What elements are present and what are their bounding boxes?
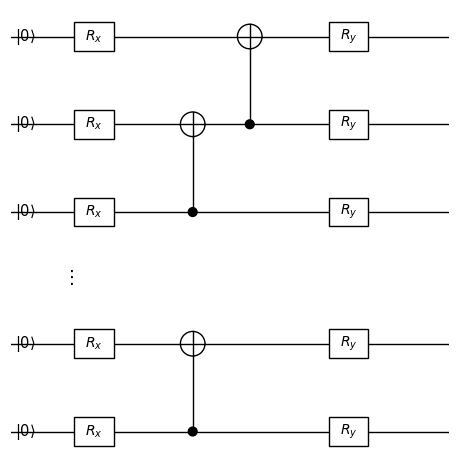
Bar xyxy=(74,417,113,446)
Text: $R_y$: $R_y$ xyxy=(339,203,357,221)
Text: $R_x$: $R_x$ xyxy=(85,423,102,440)
Bar xyxy=(74,329,113,358)
Bar xyxy=(328,329,368,358)
Bar xyxy=(328,417,368,446)
Text: $R_x$: $R_x$ xyxy=(85,204,102,220)
Text: $R_y$: $R_y$ xyxy=(339,422,357,441)
Bar xyxy=(74,22,113,51)
Text: $R_x$: $R_x$ xyxy=(85,336,102,352)
Text: $\vdots$: $\vdots$ xyxy=(62,268,73,287)
Circle shape xyxy=(180,331,205,356)
Text: $R_y$: $R_y$ xyxy=(339,335,357,353)
Circle shape xyxy=(188,427,196,436)
Circle shape xyxy=(245,120,253,129)
Circle shape xyxy=(188,208,196,216)
Text: $|0\rangle$: $|0\rangle$ xyxy=(15,422,35,441)
Bar xyxy=(74,110,113,139)
Text: $|0\rangle$: $|0\rangle$ xyxy=(15,202,35,222)
Circle shape xyxy=(237,24,262,49)
Bar xyxy=(328,110,368,139)
Text: $R_y$: $R_y$ xyxy=(339,115,357,133)
Bar xyxy=(74,198,113,227)
Circle shape xyxy=(180,112,205,137)
Text: $|0\rangle$: $|0\rangle$ xyxy=(15,114,35,134)
Text: $R_y$: $R_y$ xyxy=(339,27,357,46)
Text: $|0\rangle$: $|0\rangle$ xyxy=(15,27,35,46)
Text: $|0\rangle$: $|0\rangle$ xyxy=(15,334,35,354)
Text: $R_x$: $R_x$ xyxy=(85,28,102,45)
Bar xyxy=(328,198,368,227)
Text: $R_x$: $R_x$ xyxy=(85,116,102,132)
Bar xyxy=(328,22,368,51)
